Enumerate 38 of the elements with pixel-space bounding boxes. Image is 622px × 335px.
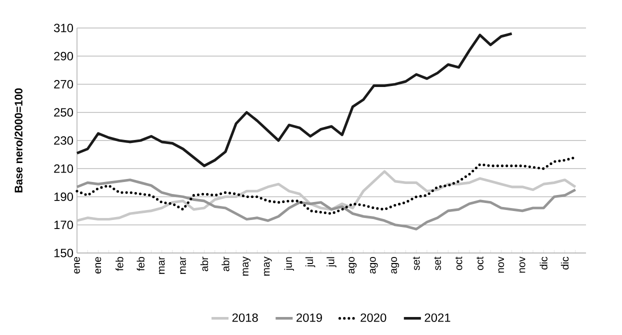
y-tick-label: 270 — [54, 80, 74, 88]
x-tick-label: abr — [200, 256, 208, 272]
legend-label: 2018 — [232, 313, 258, 322]
legend-label: 2020 — [360, 313, 386, 322]
x-tick-label: mar — [180, 256, 186, 274]
x-tick-label: jul — [305, 257, 316, 268]
x-tick-label: may — [264, 256, 272, 276]
x-tick-label: oct — [476, 256, 484, 270]
x-tick-label: abr — [222, 256, 230, 272]
x-tick-label: ene — [74, 256, 80, 274]
y-tick-label: 230 — [54, 136, 74, 145]
y-axis-title: Base nero/2000=100 — [14, 88, 23, 192]
x-tick-label: jul — [326, 257, 336, 268]
y-tick-label: 190 — [54, 192, 74, 201]
x-tick-label: set — [412, 256, 420, 270]
y-tick-label: 250 — [54, 108, 74, 117]
x-tick-label: nov — [498, 256, 504, 273]
x-tick-label: oct — [455, 256, 462, 270]
y-tick-label: 150 — [54, 248, 74, 258]
legend-label: 2019 — [296, 313, 322, 322]
y-tick-label: 310 — [54, 24, 74, 32]
x-tick-label: feb — [116, 256, 124, 271]
x-tick-label: jun — [284, 257, 294, 271]
x-tick-label: ago — [348, 256, 357, 274]
x-tick-label: mar — [158, 256, 165, 274]
y-tick-label: 210 — [54, 164, 74, 173]
x-tick-label: dic — [540, 256, 548, 270]
y-tick-label: 290 — [54, 52, 74, 60]
legend-label: 2021 — [424, 313, 450, 322]
x-tick-label: nov — [520, 256, 526, 273]
x-tick-label: may — [242, 256, 251, 276]
y-tick-label: 170 — [54, 220, 74, 230]
x-tick-label: ago — [391, 256, 400, 274]
x-tick-label: ago — [370, 256, 378, 274]
x-tick-label: feb — [136, 256, 144, 271]
x-tick-label: ene — [95, 256, 102, 274]
x-tick-label: dic — [560, 256, 569, 270]
x-tick-label: set — [434, 256, 441, 270]
